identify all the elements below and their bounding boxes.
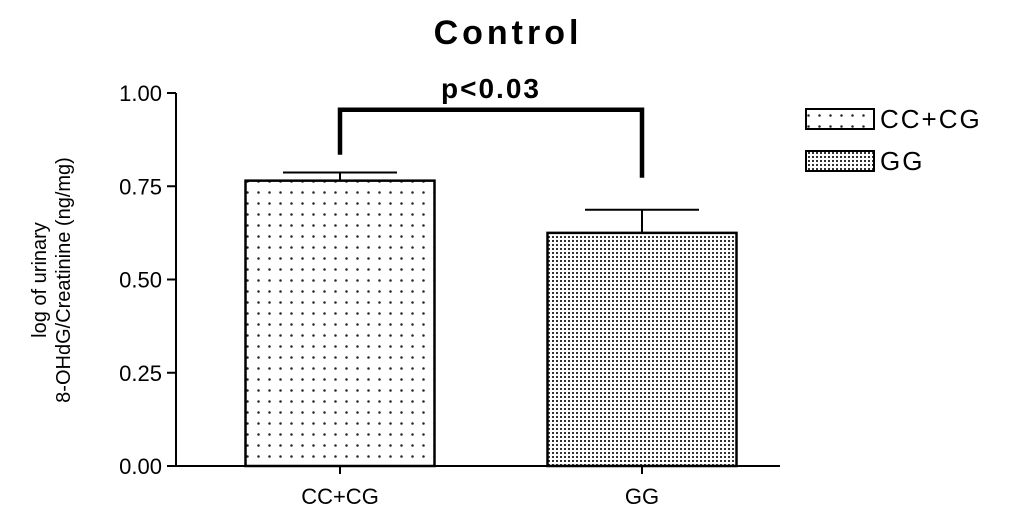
- significance-bracket: p<0.03: [337, 73, 645, 178]
- significance-bracket-line: [337, 107, 645, 178]
- x-tick-label: CC+CG: [301, 484, 379, 509]
- y-axis-label-line1: log of urinary: [29, 222, 51, 338]
- legend-swatch-cc-cg: [805, 108, 875, 130]
- chart-title: Control: [434, 14, 583, 52]
- y-tick-label: 0.75: [119, 174, 162, 199]
- bar-cc-cg: [244, 179, 436, 468]
- x-tick-label: GG: [625, 484, 659, 509]
- y-axis: 0.00 0.25 0.50 0.75 1.00: [119, 81, 177, 479]
- y-tick-label: 0.00: [119, 454, 162, 479]
- bar-gg: [546, 231, 738, 468]
- y-axis-label-line2: 8-OHdG/Creatinine (ng/mg): [53, 157, 75, 403]
- legend-label-gg: GG: [880, 146, 924, 176]
- legend: CC+CG GG: [805, 104, 982, 176]
- legend-label-cc-cg: CC+CG: [880, 104, 982, 134]
- y-tick-label: 1.00: [119, 81, 162, 106]
- significance-label: p<0.03: [441, 73, 541, 104]
- legend-swatch-gg: [805, 150, 875, 172]
- bars: [244, 171, 738, 468]
- y-tick-label: 0.50: [119, 268, 162, 293]
- x-axis: CC+CG GG: [176, 465, 780, 509]
- y-tick-label: 0.25: [119, 361, 162, 386]
